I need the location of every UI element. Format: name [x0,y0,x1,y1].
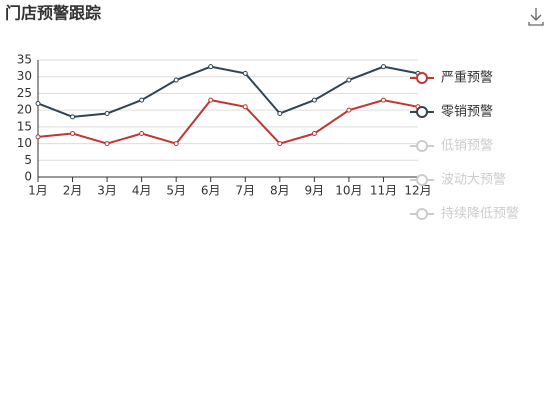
y-tick-label: 10 [17,136,32,150]
data-point [208,64,214,70]
x-tick-label: 8月 [270,184,290,198]
data-point [35,134,41,140]
x-tick-label: 7月 [235,184,255,198]
x-tick-label: 4月 [132,184,152,198]
legend-label[interactable]: 波动大预警 [441,172,506,188]
legend-label[interactable]: 持续降低预警 [441,206,519,222]
x-tick-label: 6月 [201,184,221,198]
x-tick-label: 9月 [305,184,325,198]
data-point [104,110,110,116]
x-tick-label: 10月 [335,184,362,198]
y-tick-label: 0 [24,170,32,184]
data-point [173,141,179,147]
legend-label[interactable]: 低销预警 [441,138,493,154]
data-point [242,104,248,110]
legend-icon[interactable] [416,208,428,220]
download-button[interactable] [528,8,544,26]
y-tick-label: 35 [17,53,32,67]
y-tick-label: 30 [17,69,32,83]
legend-label[interactable]: 严重预警 [441,70,493,86]
y-tick-label: 25 [17,86,32,100]
data-point [277,110,283,116]
x-tick-label: 1月 [28,184,48,198]
x-tick-label: 2月 [63,184,83,198]
data-point [311,97,317,103]
legend-icon[interactable] [416,174,428,186]
y-tick-label: 20 [17,103,32,117]
y-tick-label: 15 [17,119,32,133]
data-point [311,131,317,137]
legend-label[interactable]: 零销预警 [441,104,493,120]
data-point [104,141,110,147]
data-point [173,77,179,83]
data-point [70,114,76,120]
data-point [242,70,248,76]
data-point [208,97,214,103]
y-tick-label: 5 [24,153,32,167]
data-point [380,64,386,70]
x-tick-label: 11月 [370,184,397,198]
x-tick-label: 3月 [97,184,117,198]
data-point [139,97,145,103]
x-tick-label: 12月 [404,184,431,198]
x-tick-label: 5月 [166,184,186,198]
data-point [380,97,386,103]
chart-title: 门店预警跟踪 [5,4,101,23]
download-icon[interactable] [528,8,544,26]
data-point [277,141,283,147]
legend-icon[interactable] [416,72,428,84]
series-line [37,65,419,118]
legend-icon[interactable] [416,106,428,118]
data-point [35,100,41,106]
data-point [70,131,76,137]
data-point [346,107,352,113]
series-line [37,99,419,145]
data-point [139,131,145,137]
legend-icon[interactable] [416,140,428,152]
data-point [346,77,352,83]
